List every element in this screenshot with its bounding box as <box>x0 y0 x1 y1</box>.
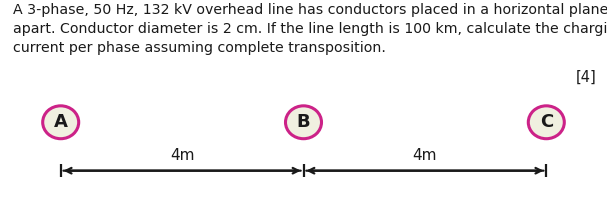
Ellipse shape <box>285 106 322 139</box>
Text: 4m: 4m <box>170 148 194 163</box>
Text: A: A <box>54 113 67 131</box>
Text: 4m: 4m <box>413 148 437 163</box>
Text: C: C <box>540 113 553 131</box>
Ellipse shape <box>42 106 79 139</box>
Text: [4]: [4] <box>575 70 596 85</box>
Text: A 3-phase, 50 Hz, 132 kV overhead line has conductors placed in a horizontal pla: A 3-phase, 50 Hz, 132 kV overhead line h… <box>13 3 607 55</box>
Ellipse shape <box>528 106 565 139</box>
Text: B: B <box>297 113 310 131</box>
